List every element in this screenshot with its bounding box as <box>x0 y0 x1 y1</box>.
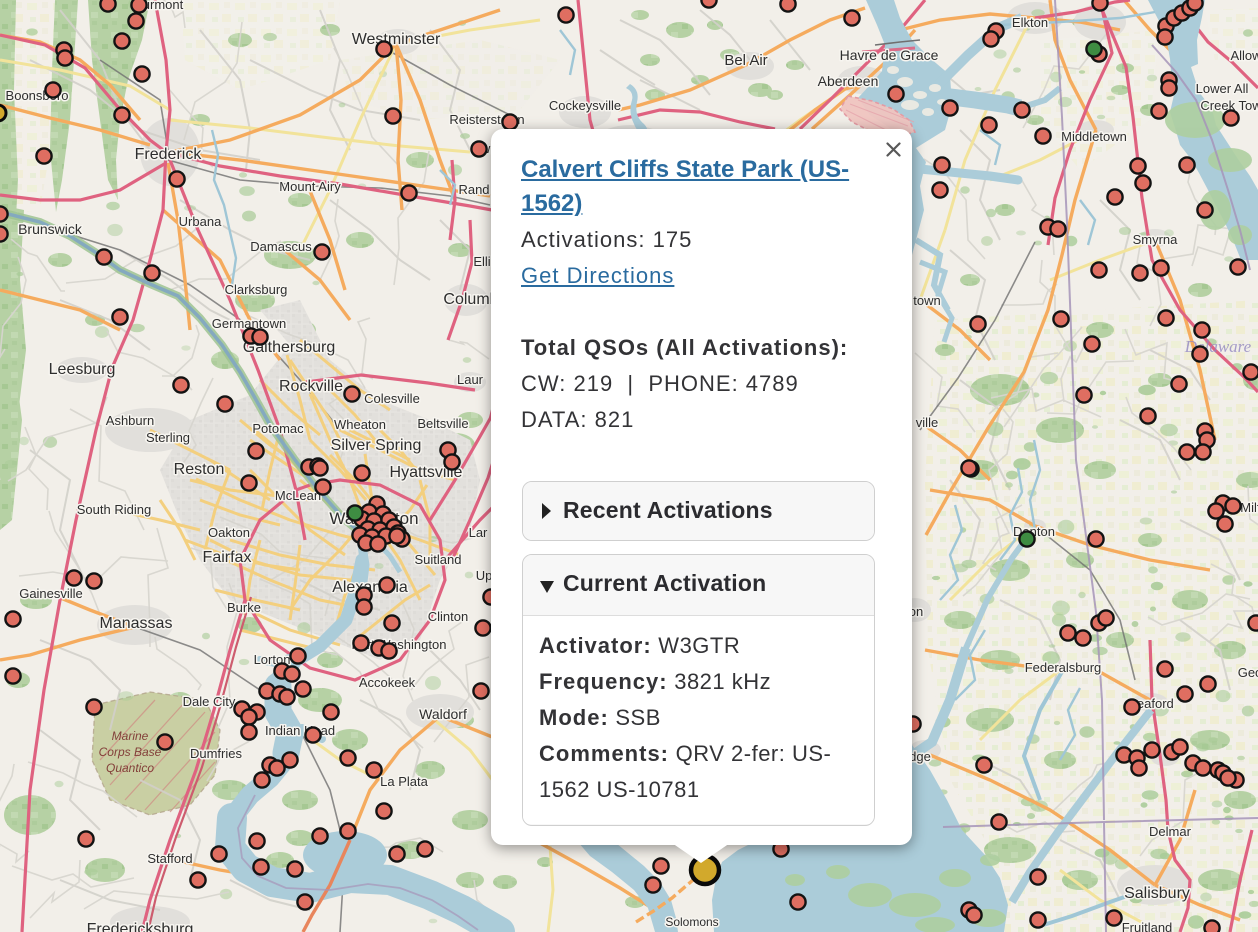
svg-text:Ashburn: Ashburn <box>106 413 154 428</box>
svg-text:McLean: McLean <box>275 488 321 503</box>
svg-text:Smyrna: Smyrna <box>1133 232 1179 247</box>
svg-text:Brunswick: Brunswick <box>18 221 83 237</box>
svg-text:Up: Up <box>476 568 493 583</box>
svg-text:Sterling: Sterling <box>146 430 190 445</box>
svg-text:Rand: Rand <box>458 182 489 197</box>
svg-text:Fredericksburg: Fredericksburg <box>87 921 194 932</box>
svg-text:Germantown: Germantown <box>212 316 286 331</box>
svg-text:Silver Spring: Silver Spring <box>331 437 422 454</box>
svg-text:Dale City: Dale City <box>183 694 236 709</box>
svg-text:Salisbury: Salisbury <box>1124 885 1190 902</box>
svg-text:Mount Airy: Mount Airy <box>279 179 341 194</box>
svg-text:dge: dge <box>909 749 931 764</box>
svg-text:Havre de Grace: Havre de Grace <box>840 47 939 63</box>
svg-text:Waldorf: Waldorf <box>419 706 467 722</box>
svg-text:Elli: Elli <box>473 254 490 269</box>
svg-text:Fruitland: Fruitland <box>1122 920 1173 932</box>
svg-text:Lower All: Lower All <box>1196 81 1249 96</box>
svg-text:Damascus: Damascus <box>250 239 312 254</box>
svg-text:Quantico: Quantico <box>106 761 154 775</box>
svg-text:urmont: urmont <box>143 0 184 12</box>
svg-text:Laur: Laur <box>457 372 484 387</box>
svg-text:Beltsville: Beltsville <box>417 416 468 431</box>
svg-text:Reston: Reston <box>174 461 225 478</box>
svg-text:Colesville: Colesville <box>364 391 420 406</box>
svg-text:Dumfries: Dumfries <box>190 746 243 761</box>
svg-text:Gainesville: Gainesville <box>19 586 83 601</box>
svg-text:Westminster: Westminster <box>352 31 441 48</box>
svg-text:town: town <box>913 293 940 308</box>
svg-text:Urbana: Urbana <box>179 214 222 229</box>
svg-text:Federalsburg: Federalsburg <box>1025 660 1102 675</box>
svg-text:Cockeysville: Cockeysville <box>549 98 621 113</box>
svg-text:Geo: Geo <box>1238 665 1258 680</box>
svg-text:Manassas: Manassas <box>100 615 173 632</box>
svg-text:Creek Tow: Creek Tow <box>1200 98 1258 113</box>
svg-text:Aberdeen: Aberdeen <box>818 73 879 89</box>
svg-text:Allow: Allow <box>1230 48 1258 63</box>
svg-text:ville: ville <box>916 415 938 430</box>
svg-text:Corps Base: Corps Base <box>99 745 162 759</box>
svg-text:Stafford: Stafford <box>147 851 192 866</box>
svg-text:Marine: Marine <box>112 729 149 743</box>
svg-text:Lar: Lar <box>469 525 488 540</box>
svg-text:Leesburg: Leesburg <box>49 361 116 378</box>
svg-text:Fairfax: Fairfax <box>203 549 252 566</box>
svg-text:Middletown: Middletown <box>1061 129 1127 144</box>
svg-text:Columb: Columb <box>443 291 498 308</box>
svg-text:Oakton: Oakton <box>208 525 250 540</box>
svg-text:Burke: Burke <box>227 600 261 615</box>
svg-text:South Riding: South Riding <box>77 502 151 517</box>
svg-text:Hyattsville: Hyattsville <box>390 464 463 481</box>
svg-text:Wheaton: Wheaton <box>334 417 386 432</box>
svg-text:Clinton: Clinton <box>428 609 468 624</box>
svg-text:Accokeek: Accokeek <box>359 675 416 690</box>
svg-text:Milfo: Milfo <box>1240 500 1258 515</box>
svg-text:Potomac: Potomac <box>252 421 304 436</box>
svg-text:Indian Head: Indian Head <box>265 723 335 738</box>
svg-text:Delmar: Delmar <box>1149 824 1192 839</box>
svg-text:La Plata: La Plata <box>380 774 428 789</box>
svg-text:Frederick: Frederick <box>135 146 203 163</box>
svg-text:Solomons: Solomons <box>665 915 718 929</box>
svg-text:Bel Air: Bel Air <box>724 52 767 69</box>
svg-text:Rockville: Rockville <box>279 378 343 395</box>
svg-text:Clarksburg: Clarksburg <box>225 282 288 297</box>
svg-text:Suitland: Suitland <box>415 552 462 567</box>
svg-text:Elkton: Elkton <box>1012 15 1048 30</box>
